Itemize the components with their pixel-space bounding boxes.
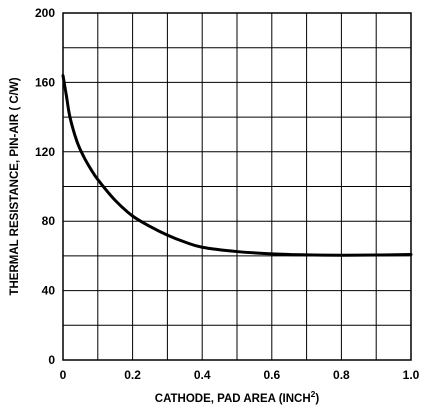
x-tick-label: 0.6 bbox=[263, 368, 280, 382]
y-tick-label: 120 bbox=[35, 145, 55, 159]
x-axis-label-tail: ) bbox=[315, 393, 319, 405]
x-tick-label: 0 bbox=[60, 368, 67, 382]
grid bbox=[63, 13, 411, 360]
x-tick-labels: 0 0.2 0.4 0.6 0.8 1.0 bbox=[60, 368, 420, 382]
series-line bbox=[61, 73, 413, 257]
y-axis-label: THERMAL RESISTANCE, PIN-AIR ( C/W) bbox=[9, 77, 21, 295]
y-tick-label: 200 bbox=[35, 6, 55, 20]
y-tick-label: 80 bbox=[42, 214, 56, 228]
x-tick-label: 0.4 bbox=[194, 368, 211, 382]
x-axis-label: CATHODE, PAD AREA (INCH2) bbox=[155, 389, 320, 405]
x-tick-label: 0.2 bbox=[124, 368, 141, 382]
x-axis-label-main: CATHODE, PAD AREA (INCH bbox=[155, 393, 311, 405]
plot-frame bbox=[62, 12, 412, 361]
y-tick-label: 40 bbox=[42, 284, 56, 298]
y-tick-label: 0 bbox=[48, 353, 55, 367]
x-tick-label: 0.8 bbox=[333, 368, 350, 382]
y-tick-label: 160 bbox=[35, 75, 55, 89]
y-tick-labels: 0 40 80 120 160 200 bbox=[35, 6, 55, 367]
x-tick-label: 1.0 bbox=[403, 368, 420, 382]
x-axis-label-superscript: 2 bbox=[311, 389, 316, 399]
